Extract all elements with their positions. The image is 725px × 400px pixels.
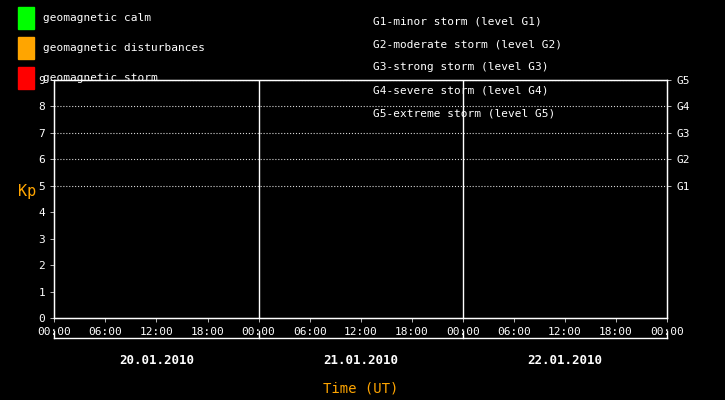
Text: G5-extreme storm (level G5): G5-extreme storm (level G5) xyxy=(373,109,555,119)
Text: 21.01.2010: 21.01.2010 xyxy=(323,354,398,366)
Text: 22.01.2010: 22.01.2010 xyxy=(527,354,602,366)
Y-axis label: Kp: Kp xyxy=(18,184,36,199)
Text: 20.01.2010: 20.01.2010 xyxy=(119,354,194,366)
Text: Time (UT): Time (UT) xyxy=(323,382,398,396)
Text: geomagnetic storm: geomagnetic storm xyxy=(43,73,157,83)
Text: geomagnetic disturbances: geomagnetic disturbances xyxy=(43,43,204,53)
Text: G2-moderate storm (level G2): G2-moderate storm (level G2) xyxy=(373,39,563,49)
Text: G4-severe storm (level G4): G4-severe storm (level G4) xyxy=(373,86,549,96)
Text: G1-minor storm (level G1): G1-minor storm (level G1) xyxy=(373,16,542,26)
Text: geomagnetic calm: geomagnetic calm xyxy=(43,13,151,23)
Text: G3-strong storm (level G3): G3-strong storm (level G3) xyxy=(373,62,549,72)
